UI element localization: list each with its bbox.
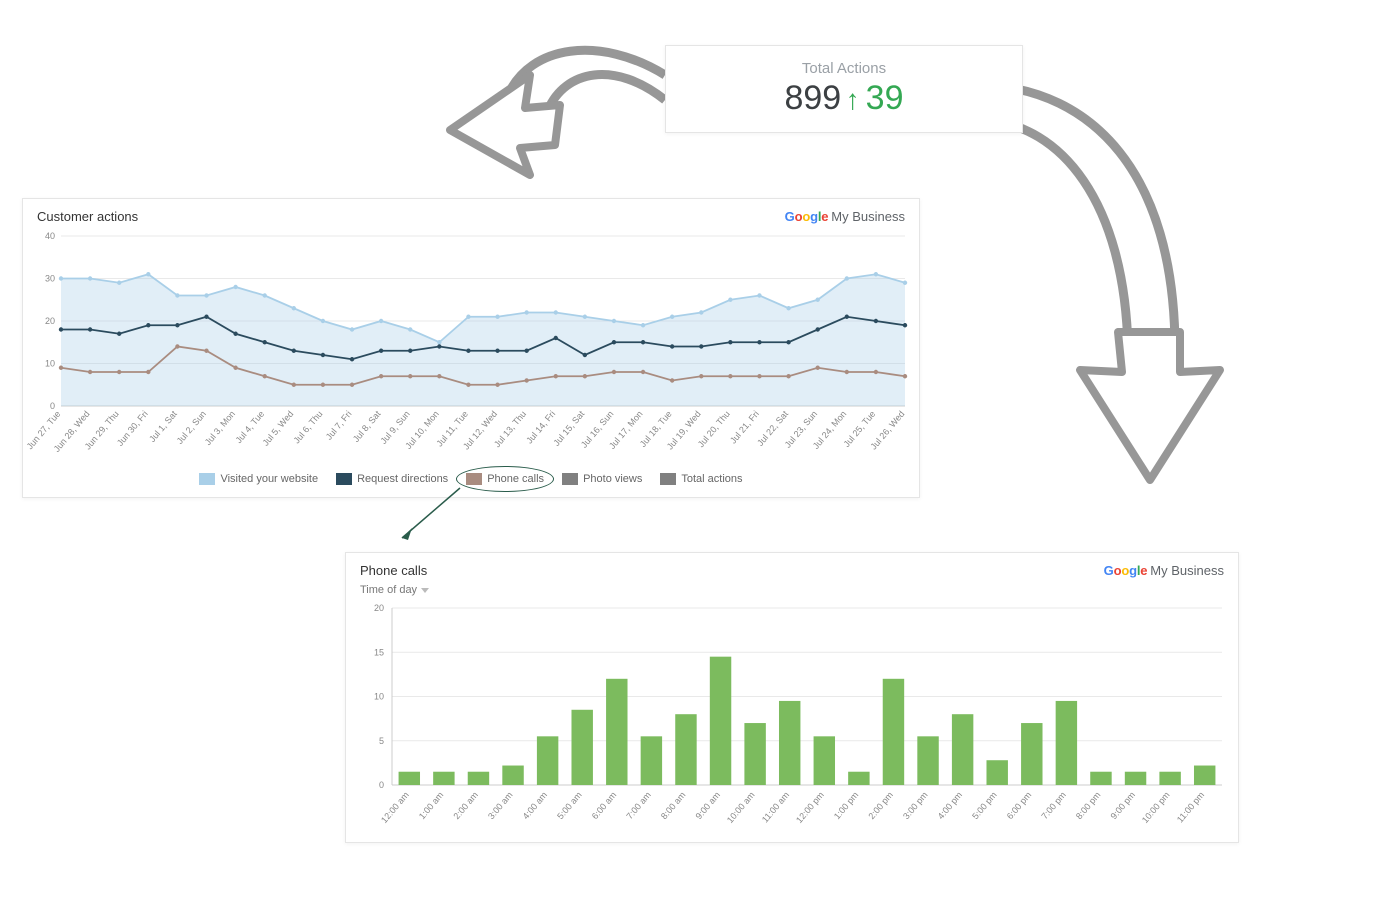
svg-text:11:00 pm: 11:00 pm	[1175, 790, 1206, 825]
svg-text:40: 40	[45, 231, 55, 241]
customer-actions-panel: Customer actions GoogleMy Business 01020…	[22, 198, 920, 498]
svg-text:2:00 pm: 2:00 pm	[866, 790, 895, 821]
svg-text:5: 5	[379, 736, 384, 746]
bar-chart-title: Phone calls	[360, 563, 427, 578]
total-actions-value-row: 899 ↑39	[694, 79, 994, 118]
svg-text:Jul 6, Thu: Jul 6, Thu	[292, 409, 325, 446]
highlight-ellipse-icon	[456, 466, 554, 492]
svg-text:20: 20	[374, 603, 384, 613]
chevron-down-icon	[421, 588, 429, 593]
bar-chart-subtitle[interactable]: Time of day	[346, 584, 1238, 602]
total-actions-card: Total Actions 899 ↑39	[665, 45, 1023, 133]
svg-text:9:00 am: 9:00 am	[694, 790, 723, 821]
legend-item[interactable]: Visited your website	[199, 473, 318, 485]
svg-text:5:00 am: 5:00 am	[555, 790, 584, 821]
svg-text:11:00 am: 11:00 am	[760, 790, 791, 825]
svg-text:20: 20	[45, 316, 55, 326]
svg-text:8:00 pm: 8:00 pm	[1074, 790, 1103, 821]
svg-text:10: 10	[45, 359, 55, 369]
svg-text:3:00 am: 3:00 am	[486, 790, 515, 821]
bar-chart: 0510152012:00 am1:00 am2:00 am3:00 am4:0…	[346, 602, 1238, 837]
svg-text:1:00 am: 1:00 am	[417, 790, 446, 821]
total-actions-delta: 39	[866, 79, 904, 117]
svg-text:Jul 3, Mon: Jul 3, Mon	[203, 409, 237, 447]
svg-text:7:00 pm: 7:00 pm	[1039, 790, 1068, 821]
legend-item[interactable]: Request directions	[336, 473, 448, 485]
svg-text:9:00 pm: 9:00 pm	[1109, 790, 1138, 821]
svg-text:7:00 am: 7:00 am	[624, 790, 653, 821]
legend-item[interactable]: Photo views	[562, 473, 642, 485]
branding: GoogleMy Business	[785, 209, 905, 224]
svg-text:6:00 pm: 6:00 pm	[1005, 790, 1034, 821]
svg-text:10:00 pm: 10:00 pm	[1140, 790, 1172, 825]
svg-text:10: 10	[374, 692, 384, 702]
svg-text:12:00 pm: 12:00 pm	[794, 790, 826, 825]
svg-text:2:00 am: 2:00 am	[451, 790, 480, 821]
svg-text:6:00 am: 6:00 am	[590, 790, 619, 821]
svg-text:4:00 pm: 4:00 pm	[936, 790, 965, 821]
svg-text:5:00 pm: 5:00 pm	[970, 790, 999, 821]
svg-text:30: 30	[45, 274, 55, 284]
total-actions-value: 899	[784, 79, 841, 117]
svg-text:3:00 pm: 3:00 pm	[901, 790, 930, 821]
svg-text:8:00 am: 8:00 am	[659, 790, 688, 821]
svg-text:4:00 am: 4:00 am	[521, 790, 550, 821]
line-chart: 010203040Jun 27, TueJun 28, WedJun 29, T…	[23, 230, 919, 460]
phone-calls-panel: Phone calls GoogleMy Business Time of da…	[345, 552, 1239, 843]
svg-text:12:00 am: 12:00 am	[379, 790, 411, 825]
svg-text:0: 0	[379, 780, 384, 790]
trend-up-icon: ↑	[846, 84, 860, 115]
svg-text:Jun 30, Fri: Jun 30, Fri	[115, 409, 150, 448]
branding: GoogleMy Business	[1104, 563, 1224, 578]
legend-item[interactable]: Total actions	[660, 473, 742, 485]
svg-text:10:00 am: 10:00 am	[725, 790, 757, 825]
total-actions-label: Total Actions	[694, 60, 994, 77]
svg-text:1:00 pm: 1:00 pm	[832, 790, 861, 821]
svg-text:Jul 5, Wed: Jul 5, Wed	[260, 409, 295, 448]
svg-text:15: 15	[374, 647, 384, 657]
line-chart-title: Customer actions	[37, 209, 138, 224]
legend-item[interactable]: Phone calls	[466, 473, 544, 485]
svg-text:Jul 7, Fri: Jul 7, Fri	[324, 409, 354, 442]
line-chart-legend: Visited your website Request directions Ph…	[23, 465, 919, 497]
